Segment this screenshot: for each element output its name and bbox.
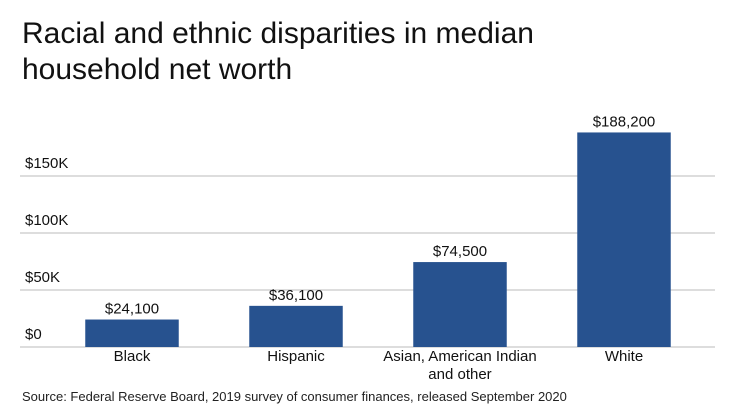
y-tick-label: $50K [25,269,60,286]
value-label: $74,500 [433,243,487,260]
value-label: $24,100 [105,301,159,318]
x-tick-label: Black [113,348,151,365]
chart-title: Racial and ethnic disparities in median … [22,17,534,86]
bar [577,132,671,347]
x-tick-label: Hispanic [267,348,325,365]
y-tick-label: $0 [25,326,42,343]
x-tick-label: White [604,348,644,365]
source-note: Source: Federal Reserve Board, 2019 surv… [22,389,567,404]
bar [85,319,179,347]
bar [249,305,343,347]
value-label: $188,200 [593,113,656,130]
value-label: $36,100 [269,287,323,304]
bar [413,262,507,347]
y-tick-label: $100K [25,212,68,229]
x-tick-label: Asian, American Indian and other [383,348,537,383]
y-tick-label: $150K [25,155,68,172]
